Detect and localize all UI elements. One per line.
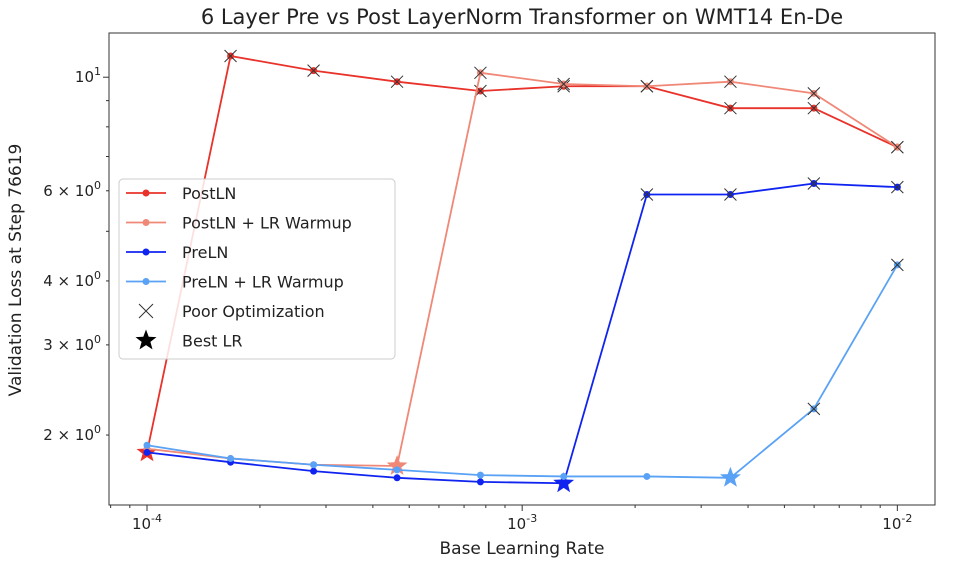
- legend-label: PreLN + LR Warmup: [182, 273, 344, 292]
- data-point: [143, 448, 151, 456]
- poor-optimization-x-icon: [138, 303, 154, 319]
- poor-optimization-marker: [807, 177, 821, 190]
- poor-optimization-marker: [474, 66, 487, 80]
- legend-label: PostLN + LR Warmup: [182, 214, 352, 233]
- poor-optimization-marker: [557, 77, 571, 91]
- legend-label: Poor Optimization: [182, 302, 325, 321]
- y-axis-label: Validation Loss at Step 76619: [6, 144, 26, 397]
- data-point: [476, 471, 484, 479]
- poor-optimization-marker: [724, 188, 737, 201]
- poor-optimization-marker: [890, 140, 904, 154]
- x-tick-label: 10-2: [882, 512, 912, 533]
- poor-optimization-marker: [390, 75, 404, 89]
- poor-optimization-marker: [724, 75, 737, 89]
- poor-optimization-marker: [640, 79, 654, 93]
- legend-label: Best LR: [182, 332, 243, 351]
- poor-optimization-marker: [890, 180, 904, 194]
- data-point: [227, 454, 235, 462]
- x-tick-label: 10-3: [507, 512, 537, 533]
- y-tick-label: 6 × 100: [43, 179, 101, 200]
- chart-title: 6 Layer Pre vs Post LayerNorm Transforme…: [201, 5, 843, 29]
- best-lr-star-marker: [553, 472, 575, 493]
- legend-marker: [142, 248, 150, 256]
- legend-marker: [142, 219, 150, 226]
- poor-optimization-marker: [890, 258, 904, 272]
- poor-optimization-marker: [224, 49, 237, 63]
- best-lr-star-marker: [386, 455, 408, 475]
- best-lr-star-icon: [135, 329, 157, 350]
- poor-optimization-marker: [640, 188, 654, 201]
- legend-marker: [142, 189, 150, 197]
- x-axis-label: Base Learning Rate: [440, 539, 605, 559]
- poor-optimization-marker: [807, 402, 821, 416]
- y-tick-label: 101: [75, 65, 101, 86]
- y-tick-label: 4 × 100: [43, 269, 101, 290]
- legend-label: PreLN: [182, 243, 228, 262]
- legend: PostLN PostLN + LR Warmup PreLN PreLN + LR …: [118, 178, 396, 360]
- data-point: [476, 478, 484, 486]
- x-tick-label: 10-4: [132, 512, 162, 533]
- legend-marker: [142, 278, 150, 285]
- data-point: [643, 472, 651, 480]
- series-line: [146, 54, 898, 453]
- series-preln-lr-warmup: [143, 258, 904, 487]
- poor-optimization-marker: [807, 101, 821, 115]
- data-point: [143, 441, 151, 449]
- data-point: [310, 461, 318, 469]
- poor-optimization-marker: [807, 86, 821, 100]
- poor-optimization-marker: [307, 64, 320, 77]
- y-tick-label: 2 × 100: [43, 423, 101, 444]
- data-point: [560, 472, 568, 480]
- y-tick-label: 3 × 100: [43, 333, 101, 354]
- series-preln: [143, 177, 904, 493]
- best-lr-star-marker: [720, 466, 741, 487]
- series-line: [146, 182, 898, 485]
- data-point: [310, 467, 318, 475]
- legend-label: PostLN: [182, 184, 236, 203]
- legend-box: [118, 178, 396, 360]
- poor-optimization-marker: [724, 101, 737, 115]
- series-line: [146, 264, 899, 479]
- data-point: [393, 474, 401, 482]
- data-point: [393, 466, 401, 474]
